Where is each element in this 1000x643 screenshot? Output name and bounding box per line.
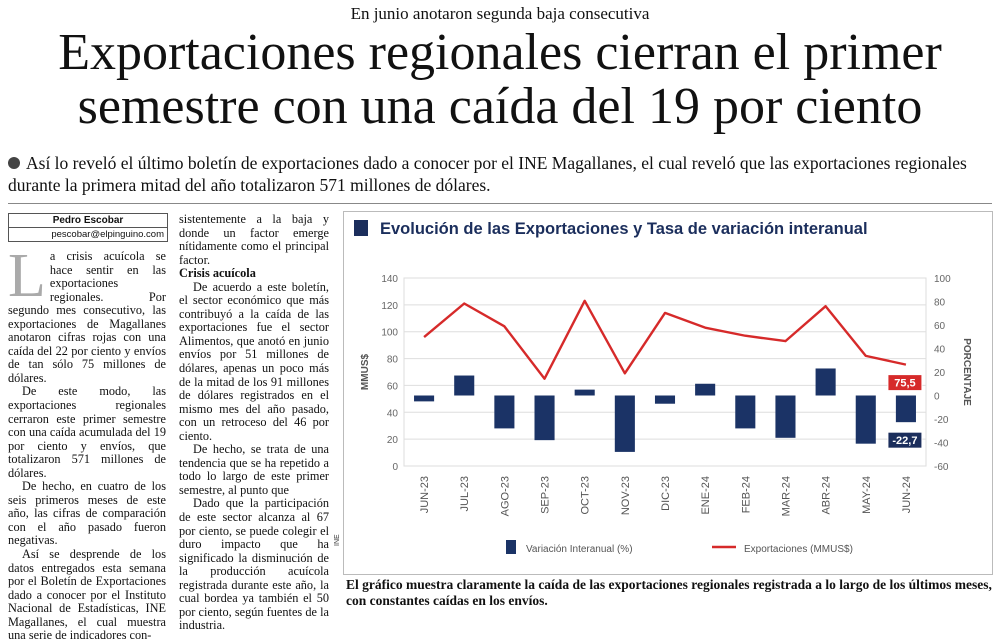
- chart-title: Evolución de las Exportaciones y Tasa de…: [354, 220, 868, 239]
- chart-bar: [494, 395, 515, 429]
- chart-bar: [414, 395, 435, 402]
- y-right-tick-label: 20: [934, 368, 946, 379]
- chart-bar: [735, 395, 756, 429]
- y-right-tick-label: -20: [934, 415, 949, 426]
- x-tick-label: JUL-23: [459, 476, 471, 511]
- paragraph: De hecho, en cuatro de los seis primeros…: [8, 479, 166, 548]
- chart: Evolución de las Exportaciones y Tasa de…: [343, 211, 993, 575]
- legend-label: Exportaciones (MMUS$): [744, 544, 853, 555]
- paragraph-text: a crisis acuícola se hace sentir en las …: [8, 249, 166, 385]
- subhead-text: Así lo reveló el último boletín de expor…: [8, 153, 967, 195]
- legend-swatch-bars: [506, 540, 516, 554]
- x-tick-label: JUN-23: [419, 476, 431, 513]
- kicker: En junio anotaron segunda baja consecuti…: [350, 4, 650, 23]
- x-tick-label: OCT-23: [580, 476, 592, 515]
- headline: Exportaciones regionales cierran el prim…: [0, 26, 1000, 134]
- x-tick-label: SEP-23: [540, 476, 552, 514]
- y-left-tick-label: 140: [381, 274, 398, 285]
- chart-bar: [895, 395, 916, 423]
- headline-line-2: semestre con una caída del 19 por ciento: [77, 78, 923, 135]
- data-label: 75,5: [894, 378, 915, 390]
- paragraph: sistentemente a la baja y donde un facto…: [179, 212, 329, 267]
- author-email[interactable]: pescobar@elpinguino.com: [51, 229, 164, 240]
- title-square-icon: [354, 220, 368, 236]
- x-tick-label: FEB-24: [740, 476, 752, 513]
- section-heading: Crisis acuícola: [179, 266, 256, 281]
- y-right-axis-label: PORCENTAJE: [961, 338, 972, 406]
- chart-credit: INE: [334, 534, 341, 546]
- x-tick-label: DIC-23: [660, 476, 672, 511]
- paragraph: Así se desprende de los datos entregados…: [8, 547, 166, 643]
- paragraph: Dado que la participación de este sector…: [179, 496, 329, 633]
- subhead: Así lo reveló el último boletín de expor…: [8, 152, 993, 196]
- data-label: -22,7: [892, 435, 917, 447]
- drop-cap: L: [8, 242, 46, 310]
- y-right-tick-label: 100: [934, 274, 951, 285]
- x-tick-label: JUN-24: [901, 476, 913, 513]
- chart-title-text: Evolución de las Exportaciones y Tasa de…: [380, 220, 868, 238]
- chart-bar: [695, 383, 716, 396]
- chart-bar: [654, 395, 676, 404]
- data-label-box: [887, 431, 923, 449]
- article-column-2: sistentemente a la baja y donde un facto…: [179, 212, 329, 633]
- divider: [8, 203, 992, 204]
- y-left-tick-label: 120: [381, 301, 398, 312]
- data-label-box: [887, 374, 923, 392]
- chart-bar: [454, 375, 475, 396]
- x-tick-label: ENE-24: [700, 476, 712, 515]
- x-tick-label: NOV-23: [620, 476, 632, 515]
- chart-bar: [775, 395, 796, 438]
- y-right-tick-label: 60: [934, 321, 946, 332]
- y-left-tick-label: 20: [387, 435, 399, 446]
- byline: Pedro Escobar pescobar@elpinguino.com: [8, 213, 168, 242]
- bullet-icon: [8, 157, 20, 169]
- x-tick-label: AGO-23: [499, 476, 511, 516]
- y-right-tick-label: 0: [934, 392, 940, 403]
- author-name: Pedro Escobar: [9, 214, 167, 228]
- x-tick-label: MAY-24: [861, 476, 873, 514]
- exports-line: [423, 299, 907, 380]
- y-right-tick-label: 40: [934, 345, 946, 356]
- y-left-axis-label: MMUS$: [360, 354, 371, 391]
- chart-svg: 0 20 40 60 80 100 120 140 -60 -40 -20 0 20 40 60 80 100 M…: [360, 274, 972, 555]
- y-right-tick-label: -60: [934, 462, 949, 473]
- legend-label: Variación Interanual (%): [526, 544, 633, 555]
- chart-bar: [815, 368, 836, 396]
- chart-bar: [534, 395, 555, 441]
- y-left-tick-label: 80: [387, 355, 399, 366]
- chart-bar: [614, 395, 635, 452]
- x-tick-label: ABR-24: [821, 476, 833, 515]
- y-right-tick-label: -40: [934, 439, 949, 450]
- paragraph: De acuerdo a este boletín, el sector eco…: [179, 279, 329, 443]
- chart-caption: El gráfico muestra claramente la caída d…: [346, 577, 992, 608]
- chart-bar: [855, 395, 876, 444]
- headline-line-1: Exportaciones regionales cierran el prim…: [58, 24, 942, 81]
- plot-area: [403, 277, 927, 467]
- y-left-tick-label: 100: [381, 328, 398, 339]
- chart-bar: [574, 389, 595, 396]
- y-left-tick-label: 40: [387, 408, 399, 419]
- x-tick-label: MAR-24: [780, 476, 792, 516]
- y-left-tick-label: 60: [387, 381, 399, 392]
- paragraph: De hecho, se trata de una tendencia que …: [179, 442, 329, 497]
- paragraph: De este modo, las exportaciones regional…: [8, 384, 166, 480]
- y-right-tick-label: 80: [934, 298, 946, 309]
- y-left-tick-label: 0: [392, 462, 398, 473]
